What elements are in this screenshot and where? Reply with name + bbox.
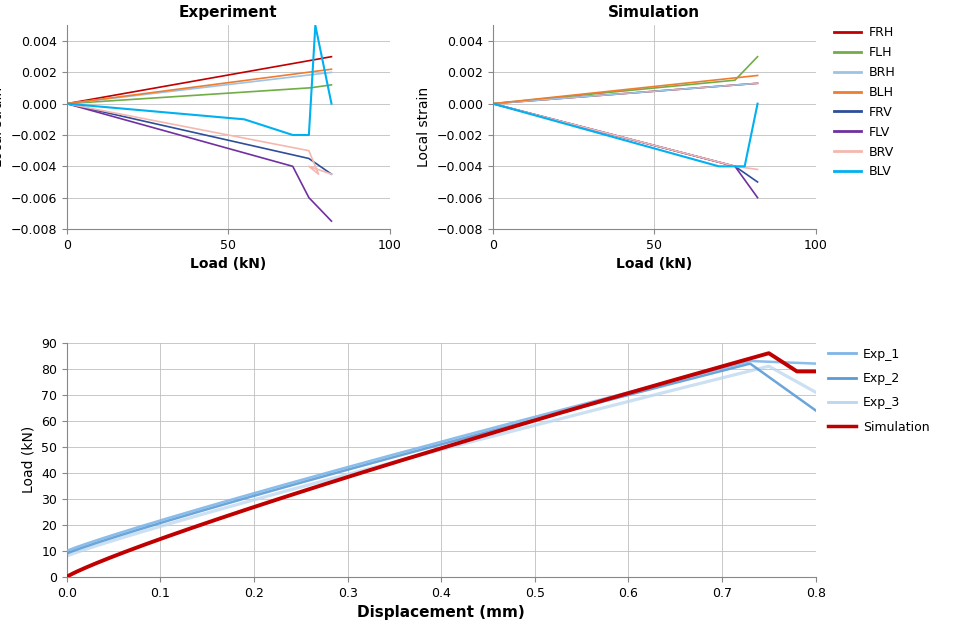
Y-axis label: Load (kN): Load (kN) <box>22 426 35 493</box>
X-axis label: Load (kN): Load (kN) <box>190 257 266 271</box>
Legend: FRH, FLH, BRH, BLH, FRV, FLV, BRV, BLV: FRH, FLH, BRH, BLH, FRV, FLV, BRV, BLV <box>828 22 900 183</box>
Title: Experiment: Experiment <box>178 5 277 20</box>
Y-axis label: Local strain: Local strain <box>0 87 5 167</box>
Title: Simulation: Simulation <box>608 5 700 20</box>
Y-axis label: Local strain: Local strain <box>416 87 431 167</box>
Legend: Exp_1, Exp_2, Exp_3, Simulation: Exp_1, Exp_2, Exp_3, Simulation <box>822 343 934 439</box>
X-axis label: Displacement (mm): Displacement (mm) <box>357 605 524 620</box>
X-axis label: Load (kN): Load (kN) <box>616 257 692 271</box>
